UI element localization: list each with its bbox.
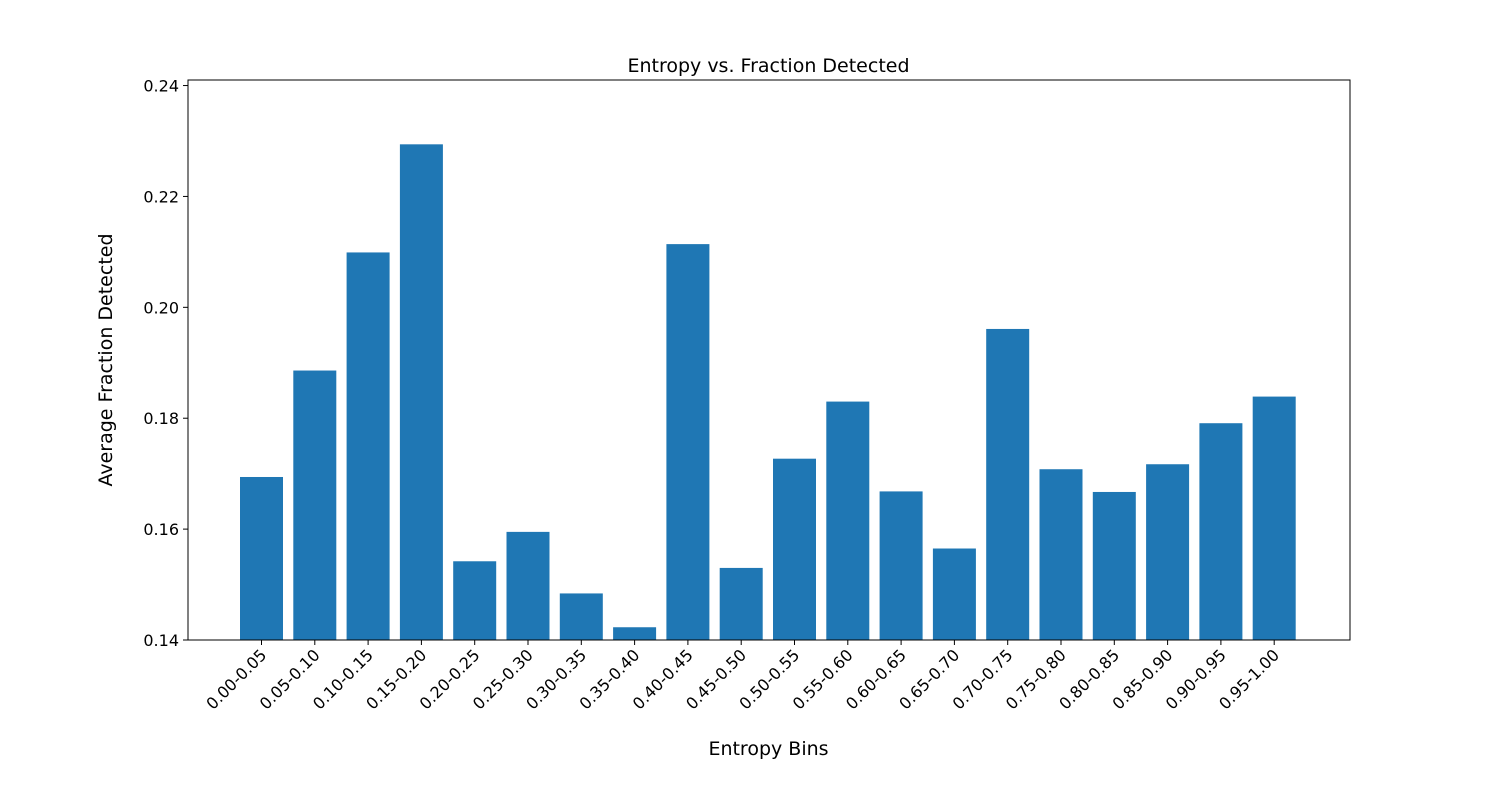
bar-0.05-0.10 <box>293 370 337 640</box>
bar-0.65-0.70 <box>932 548 976 640</box>
y-axis-title: Average Fraction Detected <box>95 233 117 486</box>
bar-0.55-0.60 <box>826 401 870 640</box>
y-tick-label: 0.24 <box>143 77 179 96</box>
bar-0.85-0.90 <box>1146 464 1190 640</box>
bar-0.00-0.05 <box>240 476 283 640</box>
chart-title: Entropy vs. Fraction Detected <box>627 55 909 77</box>
y-axis: 0.14 0.16 0.18 0.20 0.22 0.24 <box>143 77 188 650</box>
bar-0.90-0.95 <box>1199 423 1243 640</box>
y-tick-label: 0.18 <box>143 409 179 428</box>
bar-0.80-0.85 <box>1092 491 1136 640</box>
bar-0.15-0.20 <box>399 144 443 640</box>
x-axis: 0.00-0.050.05-0.100.10-0.150.15-0.200.20… <box>202 640 1283 713</box>
bar-0.25-0.30 <box>506 531 550 640</box>
bar-0.20-0.25 <box>453 561 497 640</box>
y-tick-label: 0.14 <box>143 631 179 650</box>
x-axis-title: Entropy Bins <box>708 738 828 760</box>
bar-0.10-0.15 <box>346 252 390 640</box>
bar-0.95-1.00 <box>1252 396 1296 640</box>
bar-0.60-0.65 <box>879 491 923 640</box>
y-tick-label: 0.20 <box>143 298 179 317</box>
y-tick-label: 0.22 <box>143 187 179 206</box>
bars-group <box>240 144 1296 640</box>
bar-0.70-0.75 <box>986 328 1030 640</box>
bar-0.40-0.45 <box>666 244 710 640</box>
bar-0.75-0.80 <box>1039 469 1083 640</box>
bar-0.35-0.40 <box>613 627 657 640</box>
plot-frame <box>187 79 1351 641</box>
bar-0.30-0.35 <box>559 593 603 640</box>
y-tick-label: 0.16 <box>143 520 179 539</box>
bar-0.45-0.50 <box>719 567 763 640</box>
bar-0.50-0.55 <box>773 458 816 640</box>
